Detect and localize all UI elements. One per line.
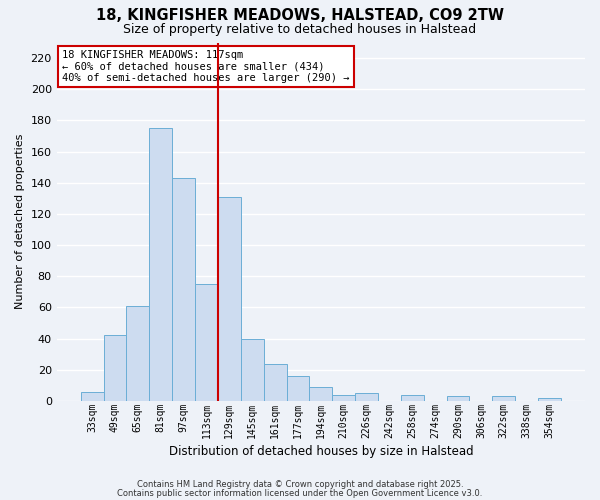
X-axis label: Distribution of detached houses by size in Halstead: Distribution of detached houses by size …: [169, 444, 473, 458]
Bar: [310, 387, 332, 401]
Y-axis label: Number of detached properties: Number of detached properties: [15, 134, 25, 310]
Bar: [104, 336, 127, 401]
Bar: [172, 178, 195, 401]
Bar: [493, 396, 515, 401]
Text: Size of property relative to detached houses in Halstead: Size of property relative to detached ho…: [124, 22, 476, 36]
Bar: [195, 284, 218, 401]
Bar: [538, 398, 561, 401]
Text: 18 KINGFISHER MEADOWS: 117sqm
← 60% of detached houses are smaller (434)
40% of : 18 KINGFISHER MEADOWS: 117sqm ← 60% of d…: [62, 50, 349, 83]
Text: Contains HM Land Registry data © Crown copyright and database right 2025.: Contains HM Land Registry data © Crown c…: [137, 480, 463, 489]
Bar: [287, 376, 310, 401]
Text: Contains public sector information licensed under the Open Government Licence v3: Contains public sector information licen…: [118, 488, 482, 498]
Bar: [241, 338, 263, 401]
Bar: [127, 306, 149, 401]
Bar: [355, 393, 378, 401]
Bar: [80, 392, 104, 401]
Bar: [332, 394, 355, 401]
Bar: [401, 394, 424, 401]
Bar: [218, 197, 241, 401]
Bar: [446, 396, 469, 401]
Text: 18, KINGFISHER MEADOWS, HALSTEAD, CO9 2TW: 18, KINGFISHER MEADOWS, HALSTEAD, CO9 2T…: [96, 8, 504, 22]
Bar: [149, 128, 172, 401]
Bar: [263, 364, 287, 401]
